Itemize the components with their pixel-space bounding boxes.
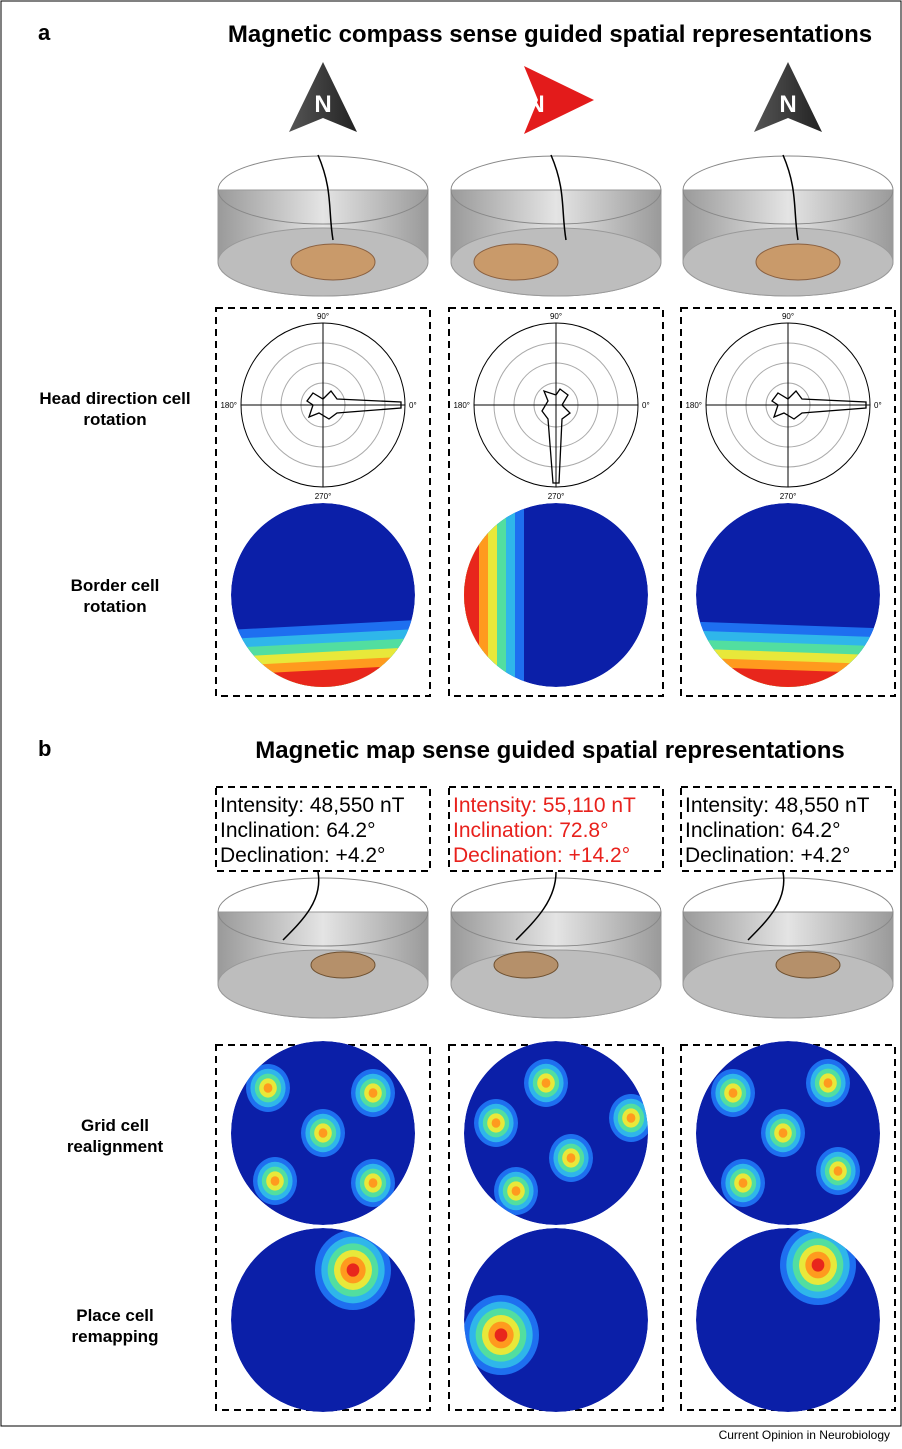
row-label: Grid cell realignment	[15, 1115, 215, 1157]
field-blob	[271, 1176, 280, 1186]
polar-label: 270°	[548, 492, 565, 501]
heatmap	[685, 503, 889, 753]
border-band	[224, 656, 428, 746]
compass-label: N	[314, 91, 331, 118]
field-blob	[567, 1153, 576, 1163]
polar-label: 0°	[642, 401, 650, 410]
figure-canvas: a Magnetic compass sense guided spatial …	[0, 0, 902, 1449]
animal	[291, 244, 375, 280]
field-blob	[512, 1186, 521, 1196]
field-blob	[779, 1128, 788, 1138]
polar-label: 90°	[317, 312, 329, 321]
field-blob	[492, 1118, 501, 1128]
bird	[776, 952, 840, 978]
footer: Current Opinion in Neurobiology	[719, 1428, 890, 1442]
heatmap	[231, 1228, 415, 1412]
heatmap	[696, 1225, 880, 1412]
field-blob	[347, 1263, 360, 1276]
field-blob	[369, 1178, 378, 1188]
polar-label: 180°	[220, 401, 237, 410]
panel-title: Magnetic compass sense guided spatial re…	[228, 21, 872, 48]
field-blob	[319, 1128, 328, 1138]
field-blob	[264, 1083, 273, 1093]
polar-label: 180°	[453, 401, 470, 410]
animal	[756, 244, 840, 280]
figure: a Magnetic compass sense guided spatial …	[0, 0, 902, 1449]
compass-label: N	[779, 91, 796, 118]
field-blob	[834, 1166, 843, 1176]
heatmap	[464, 500, 648, 700]
heatmap	[696, 1041, 880, 1225]
field-value: Intensity: 48,550 nT	[220, 794, 405, 817]
compass-label: N	[527, 91, 544, 118]
heatmap	[463, 1228, 648, 1412]
panel-label: b	[38, 736, 51, 761]
field-value: Inclination: 64.2°	[220, 819, 376, 842]
polar-label: 90°	[550, 312, 562, 321]
field-blob	[627, 1113, 636, 1123]
bird	[311, 952, 375, 978]
field-value: Intensity: 48,550 nT	[685, 794, 870, 817]
field-blob	[495, 1328, 508, 1341]
field-value: Declination: +4.2°	[220, 844, 385, 867]
border-band	[464, 500, 479, 700]
polar-label: 0°	[874, 401, 882, 410]
polar-label: 270°	[780, 492, 797, 501]
bird	[494, 952, 558, 978]
field-value: Declination: +14.2°	[453, 844, 630, 867]
animal	[474, 244, 558, 280]
polar-label: 270°	[315, 492, 332, 501]
field-value: Inclination: 72.8°	[453, 819, 609, 842]
row-label: Head direction cell rotation	[15, 388, 215, 430]
field-blob	[542, 1078, 551, 1088]
polar-label: 0°	[409, 401, 417, 410]
row-label: Place cell remapping	[15, 1305, 215, 1347]
heatmap	[222, 503, 428, 755]
field-value: Inclination: 64.2°	[685, 819, 841, 842]
field-blob	[739, 1178, 748, 1188]
panel-label: a	[38, 20, 51, 45]
polar-label: 180°	[685, 401, 702, 410]
heatmap	[464, 1041, 653, 1225]
panel-title: Magnetic map sense guided spatial repres…	[255, 737, 845, 764]
field-value: Intensity: 55,110 nT	[453, 794, 636, 817]
field-blob	[369, 1088, 378, 1098]
heatmap	[231, 1041, 415, 1225]
row-label: Border cell rotation	[15, 575, 215, 617]
field-blob	[812, 1258, 825, 1271]
field-blob	[824, 1078, 833, 1088]
polar-label: 90°	[782, 312, 794, 321]
border-band	[223, 647, 427, 737]
field-blob	[729, 1088, 738, 1098]
field-value: Declination: +4.2°	[685, 844, 850, 867]
